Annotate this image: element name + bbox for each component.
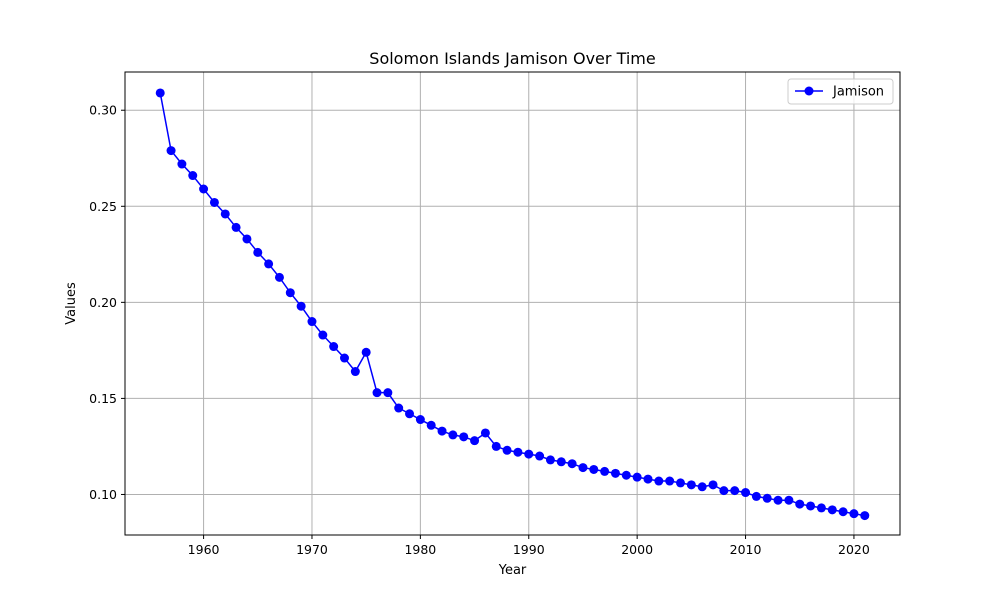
data-point xyxy=(632,472,642,482)
data-point xyxy=(567,459,577,469)
data-point xyxy=(264,259,274,269)
data-point xyxy=(524,449,534,459)
data-point xyxy=(719,486,729,496)
data-point xyxy=(296,301,306,311)
x-tick-label: 2020 xyxy=(838,542,870,557)
data-point xyxy=(491,441,501,451)
data-point xyxy=(697,482,707,492)
data-point xyxy=(242,234,252,244)
x-tick-label: 1980 xyxy=(404,542,436,557)
data-point xyxy=(220,209,230,219)
data-point xyxy=(762,493,772,503)
data-point xyxy=(329,342,339,352)
data-point xyxy=(545,455,555,465)
data-point xyxy=(415,415,425,425)
x-tick-label: 1990 xyxy=(513,542,545,557)
data-point xyxy=(209,197,219,207)
y-tick-label: 0.10 xyxy=(89,487,117,502)
data-point xyxy=(600,466,610,476)
y-tick-label: 0.15 xyxy=(89,391,117,406)
legend-frame xyxy=(787,78,894,105)
data-point xyxy=(795,499,805,509)
data-point xyxy=(155,88,165,98)
data-point xyxy=(448,430,458,440)
data-point xyxy=(459,432,469,442)
legend: Jamison xyxy=(787,78,894,105)
data-point xyxy=(394,403,404,413)
data-point xyxy=(621,470,631,480)
data-point xyxy=(177,159,187,169)
data-point xyxy=(578,463,588,473)
data-point xyxy=(513,447,523,457)
data-point xyxy=(350,367,360,377)
data-point xyxy=(654,476,664,486)
chart-title: Solomon Islands Jamison Over Time xyxy=(369,49,655,68)
data-point xyxy=(686,480,696,490)
data-point xyxy=(849,509,859,519)
data-point xyxy=(405,409,415,419)
data-point xyxy=(199,184,209,194)
data-point xyxy=(860,511,870,521)
data-point xyxy=(339,353,349,363)
data-point xyxy=(383,388,393,398)
x-tick-label: 2010 xyxy=(730,542,762,557)
data-point xyxy=(535,451,545,461)
x-axis: 1960 1970 1980 1990 2000 2010 2020 xyxy=(188,535,870,557)
data-point xyxy=(318,330,328,340)
data-point xyxy=(372,388,382,398)
x-tick-label: 1960 xyxy=(188,542,220,557)
data-point xyxy=(437,426,447,436)
data-point xyxy=(643,474,653,484)
data-point xyxy=(730,486,740,496)
y-tick-label: 0.25 xyxy=(89,199,117,214)
data-point xyxy=(188,171,198,181)
series-layer xyxy=(155,88,870,521)
data-point xyxy=(741,488,751,498)
x-axis-title: Year xyxy=(498,563,527,578)
data-point xyxy=(827,505,837,515)
data-point xyxy=(610,468,620,478)
data-point xyxy=(751,491,761,501)
data-point xyxy=(676,478,686,488)
y-axis: 0.10 0.15 0.20 0.25 0.30 xyxy=(89,103,125,502)
data-point xyxy=(816,503,826,513)
data-point xyxy=(806,501,816,511)
y-tick-label: 0.30 xyxy=(89,103,117,118)
data-point xyxy=(470,436,480,446)
data-point xyxy=(166,146,176,156)
data-point xyxy=(285,288,295,298)
data-point xyxy=(307,317,317,327)
y-tick-label: 0.20 xyxy=(89,295,117,310)
data-point xyxy=(231,222,241,232)
legend-label-jamison: Jamison xyxy=(832,85,884,100)
data-point xyxy=(253,247,263,257)
data-point xyxy=(556,457,566,467)
data-point xyxy=(361,347,371,357)
data-point xyxy=(589,464,599,474)
data-point xyxy=(665,476,675,486)
grid xyxy=(125,72,900,535)
x-tick-label: 2000 xyxy=(621,542,653,557)
data-point xyxy=(480,428,490,438)
data-point xyxy=(838,507,848,517)
data-point xyxy=(708,480,718,490)
data-point xyxy=(274,272,284,282)
data-point xyxy=(784,495,794,505)
legend-marker-swatch xyxy=(804,86,814,96)
plot-frame xyxy=(124,71,901,536)
data-point xyxy=(773,495,783,505)
x-tick-label: 1970 xyxy=(296,542,328,557)
data-point xyxy=(502,445,512,455)
data-point xyxy=(426,420,436,430)
y-axis-title: Values xyxy=(64,282,79,325)
